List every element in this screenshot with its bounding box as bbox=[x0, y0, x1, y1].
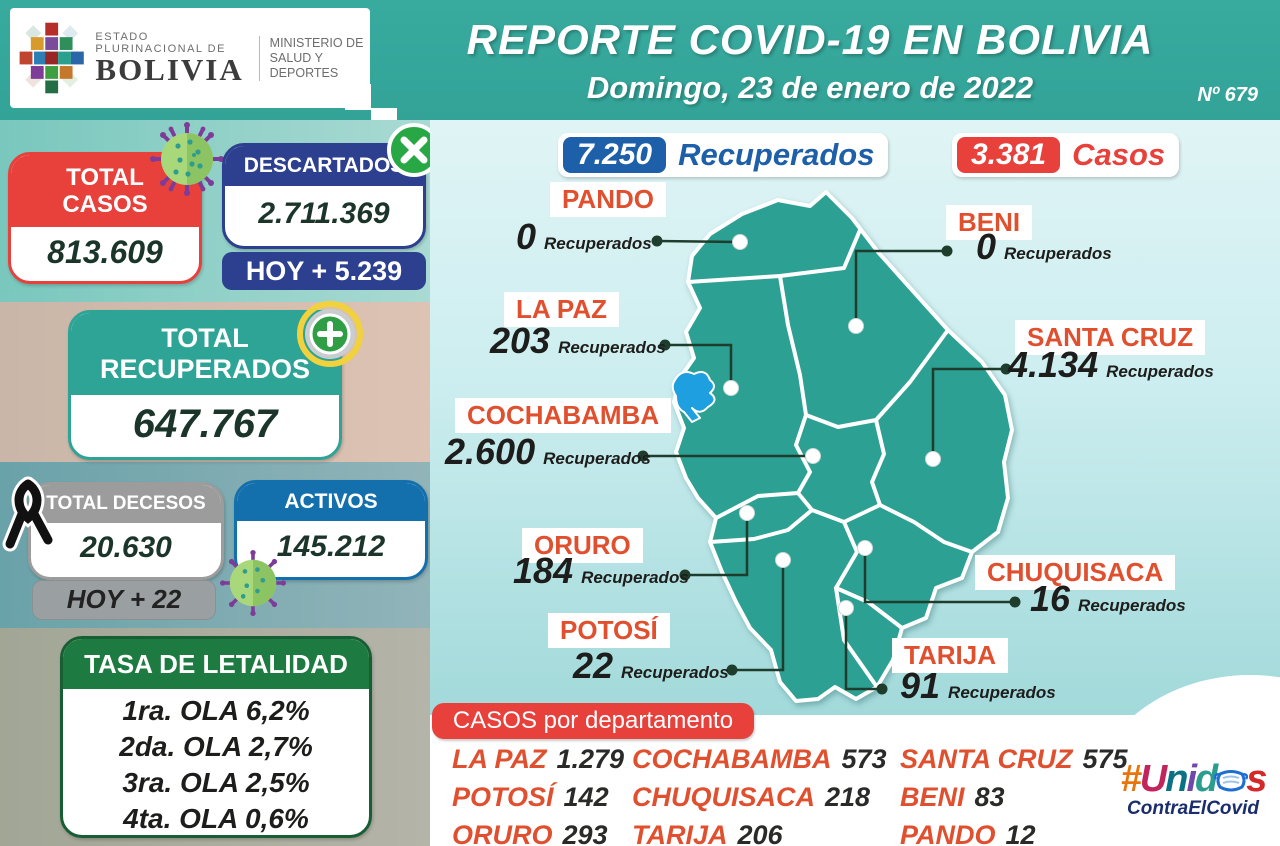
total-recuperados-header: TOTAL RECUPERADOS bbox=[71, 313, 339, 395]
letalidad-row: 2da. OLA 2,7% bbox=[119, 731, 313, 762]
casos-cell: SANTA CRUZ 575 bbox=[900, 743, 1128, 774]
title-block: REPORTE COVID-19 EN BOLIVIA Domingo, 23 … bbox=[420, 16, 1200, 106]
total-decesos-value: 20.630 bbox=[80, 531, 172, 564]
ministry-logo-panel: ESTADO PLURINACIONAL DE BOLIVIA MINISTER… bbox=[10, 8, 370, 108]
estado-text: ESTADO PLURINACIONAL DE bbox=[95, 31, 226, 55]
casos-cell: BENI 83 bbox=[900, 781, 1005, 812]
map-panel: 7.250 Recuperados 3.381 Casos PANDO 0 Rec… bbox=[430, 120, 1280, 846]
decesos-today-pill: HOY + 22 bbox=[32, 580, 216, 620]
total-decesos-card: TOTAL DECESOS 20.630 bbox=[28, 482, 224, 580]
casos-table: LA PAZ 1.279 COCHABAMBA 573 SANTA CRUZ 575 … bbox=[452, 740, 1152, 846]
dept-value-pando: 0 Recuperados bbox=[516, 216, 652, 257]
casos-cell: PANDO 12 bbox=[900, 819, 1036, 846]
dept-value-oruro: 184 Recuperados bbox=[513, 550, 689, 591]
lake-titicaca bbox=[671, 371, 716, 423]
dept-label-la-paz: LA PAZ bbox=[504, 292, 619, 327]
department-borders bbox=[686, 228, 974, 689]
unidos-campaign-logo: #Unid s ContraElCovid bbox=[1098, 760, 1280, 820]
dept-value-potosi: 22 Recuperados bbox=[573, 645, 729, 686]
daily-recuperados-banner: 7.250 Recuperados bbox=[558, 133, 889, 177]
letalidad-header: TASA DE LETALIDAD bbox=[63, 639, 369, 689]
total-casos-card: TOTAL CASOS 813.609 bbox=[8, 152, 202, 284]
logo-step-decoration bbox=[345, 84, 371, 110]
casos-table-title: CASOS por departamento bbox=[432, 703, 754, 739]
activos-header: ACTIVOS bbox=[237, 483, 425, 521]
descartados-today-pill: HOY + 5.239 bbox=[222, 252, 426, 290]
page-title: REPORTE COVID-19 EN BOLIVIA bbox=[466, 16, 1154, 63]
casos-label: Casos bbox=[1072, 137, 1166, 172]
dept-label-beni: BENI bbox=[946, 205, 1033, 240]
map-marker-dots bbox=[723, 234, 941, 616]
dept-label-santa-cruz: SANTA CRUZ bbox=[1015, 320, 1206, 355]
dept-label-pando: PANDO bbox=[550, 182, 666, 217]
dept-value-beni: 0 Recuperados bbox=[976, 226, 1112, 267]
dept-value-la-paz: 203 Recuperados bbox=[490, 320, 666, 361]
country-name: BOLIVIA bbox=[95, 52, 244, 87]
dept-value-chuquisaca: 16 Recuperados bbox=[1030, 578, 1186, 619]
bolivia-map bbox=[637, 190, 1021, 703]
total-recuperados-value: 647.767 bbox=[132, 402, 278, 446]
leader-lines bbox=[643, 239, 1015, 691]
dept-value-tarija: 91 Recuperados bbox=[900, 665, 1056, 706]
dept-value-cochabamba: 2.600 Recuperados bbox=[445, 431, 651, 472]
casos-cell: POTOSÍ 142 bbox=[452, 781, 609, 812]
casos-cell: TARIJA 206 bbox=[632, 819, 783, 846]
letalidad-rows: 1ra. OLA 6,2% 2da. OLA 2,7% 3ra. OLA 2,5… bbox=[63, 689, 369, 835]
report-date: Domingo, 23 de enero de 2022 bbox=[586, 70, 1034, 105]
casos-cell: LA PAZ 1.279 bbox=[452, 743, 625, 774]
mask-icon bbox=[1214, 769, 1249, 792]
ministry-name: MINISTERIO DE SALUD Y DEPORTES bbox=[258, 35, 370, 81]
x-circle-icon bbox=[387, 123, 441, 177]
dept-value-santa-cruz: 4.134 Recuperados bbox=[1008, 344, 1214, 385]
logo-text-block: ESTADO PLURINACIONAL DE BOLIVIA bbox=[95, 31, 246, 85]
report-number: Nº 679 bbox=[1197, 84, 1258, 106]
recuperados-count: 7.250 bbox=[563, 137, 667, 173]
casos-cell: COCHABAMBA 573 bbox=[632, 743, 887, 774]
unidos-wordmark: #Unid s bbox=[1120, 758, 1268, 800]
plus-circle-icon bbox=[297, 301, 363, 367]
recuperados-label: Recuperados bbox=[678, 137, 875, 172]
virus-icon bbox=[220, 550, 286, 616]
total-decesos-header: TOTAL DECESOS bbox=[31, 485, 221, 523]
dept-label-oruro: ORURO bbox=[522, 528, 643, 563]
header-bar: ESTADO PLURINACIONAL DE BOLIVIA MINISTER… bbox=[0, 0, 1280, 134]
activos-value: 145.212 bbox=[276, 530, 386, 563]
leader-end-dots bbox=[637, 235, 1021, 695]
dept-label-potosi: POTOSÍ bbox=[548, 613, 670, 648]
unidos-subtext: ContraElCovid bbox=[1127, 798, 1259, 819]
dept-label-cochabamba: COCHABAMBA bbox=[455, 398, 672, 433]
casos-cell: ORURO 293 bbox=[452, 819, 608, 846]
dept-label-tarija: TARIJA bbox=[892, 638, 1008, 673]
virus-icon bbox=[150, 122, 224, 196]
letalidad-card: TASA DE LETALIDAD 1ra. OLA 6,2% 2da. OLA… bbox=[60, 636, 372, 838]
casos-count: 3.381 bbox=[957, 137, 1061, 173]
activos-card: ACTIVOS 145.212 bbox=[234, 480, 428, 580]
descartados-card: DESCARTADOS 2.711.369 bbox=[222, 143, 426, 249]
descartados-value: 2.711.369 bbox=[258, 197, 390, 230]
total-casos-value: 813.609 bbox=[47, 234, 163, 270]
letalidad-row: 4ta. OLA 0,6% bbox=[123, 803, 309, 834]
daily-casos-banner: 3.381 Casos bbox=[952, 133, 1180, 177]
mourning-ribbon-icon bbox=[2, 476, 56, 552]
coat-of-arms-icon bbox=[19, 22, 84, 94]
casos-cell: CHUQUISACA 218 bbox=[632, 781, 871, 812]
letalidad-row: 1ra. OLA 6,2% bbox=[122, 695, 310, 726]
dept-label-chuquisaca: CHUQUISACA bbox=[975, 555, 1176, 590]
total-recuperados-card: TOTAL RECUPERADOS 647.767 bbox=[68, 310, 342, 460]
letalidad-row: 3ra. OLA 2,5% bbox=[122, 767, 310, 798]
